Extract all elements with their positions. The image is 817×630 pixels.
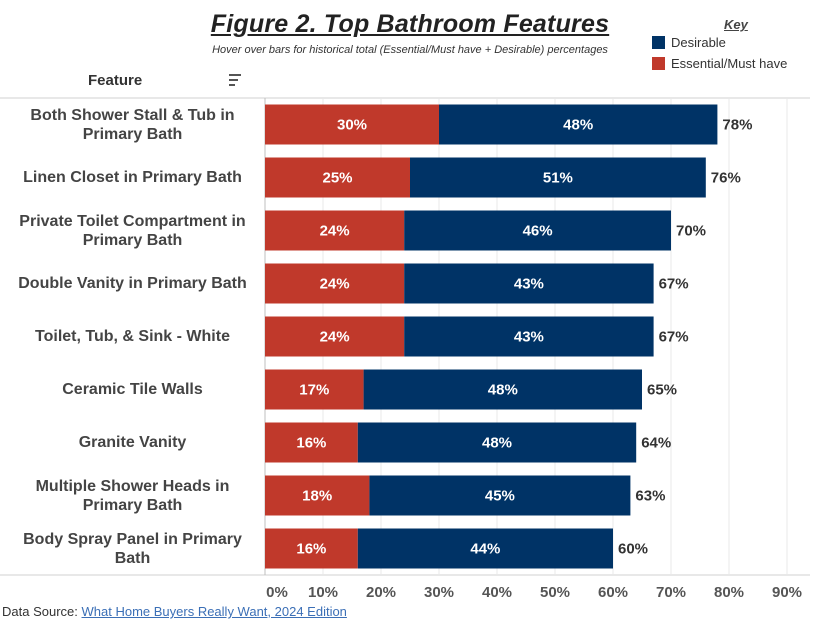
category-label-text: Linen Closet in Primary Bath bbox=[23, 169, 242, 186]
bar-essential[interactable] bbox=[265, 475, 370, 516]
bar-desirable[interactable] bbox=[369, 475, 631, 516]
data-source-prefix: Data Source: bbox=[2, 604, 82, 619]
bar-essential[interactable] bbox=[265, 263, 405, 304]
bar-essential-label: 30% bbox=[337, 117, 367, 134]
category-label: Double Vanity in Primary Bath bbox=[0, 257, 265, 310]
bar-desirable[interactable] bbox=[404, 210, 671, 251]
bar-desirable-label: 48% bbox=[563, 117, 593, 134]
category-label: Both Shower Stall & Tub in Primary Bath bbox=[0, 98, 265, 151]
category-label: Toilet, Tub, & Sink - White bbox=[0, 310, 265, 363]
x-tick-label: 60% bbox=[598, 584, 628, 601]
data-source: Data Source: What Home Buyers Really Wan… bbox=[2, 604, 347, 619]
x-tick-label: 20% bbox=[366, 584, 396, 601]
category-label-text: Ceramic Tile Walls bbox=[62, 381, 203, 398]
sort-icon[interactable] bbox=[229, 74, 243, 88]
category-label-text: Toilet, Tub, & Sink - White bbox=[35, 328, 230, 345]
bar-desirable-label: 43% bbox=[514, 276, 544, 293]
x-axis: 0% 10% 20% 30% 40% 50% 60% 70% 80% 90% bbox=[266, 584, 802, 601]
x-tick-label: 40% bbox=[482, 584, 512, 601]
bar-total-label: 76% bbox=[711, 170, 741, 187]
bar-essential-label: 24% bbox=[320, 223, 350, 240]
bar-total-label: 65% bbox=[647, 382, 677, 399]
x-tick-label: 10% bbox=[308, 584, 338, 601]
bar-desirable-label: 46% bbox=[523, 223, 553, 240]
legend-label-desirable: Desirable bbox=[671, 35, 726, 50]
bar-essential[interactable] bbox=[265, 316, 405, 357]
category-label: Granite Vanity bbox=[0, 416, 265, 469]
bar-essential-label: 18% bbox=[302, 488, 332, 505]
chart-title: Figure 2. Top Bathroom Features bbox=[210, 10, 610, 38]
bar-essential[interactable] bbox=[265, 369, 364, 410]
bar-desirable[interactable] bbox=[363, 369, 642, 410]
bar-desirable-label: 43% bbox=[514, 329, 544, 346]
legend-title: Key bbox=[724, 17, 748, 32]
bar-essential-label: 16% bbox=[296, 541, 326, 558]
bar-total-label: 67% bbox=[659, 329, 689, 346]
bar-desirable[interactable] bbox=[404, 263, 654, 304]
category-label: Multiple Shower Heads in Primary Bath bbox=[0, 469, 265, 522]
x-tick-label: 90% bbox=[772, 584, 802, 601]
category-label: Private Toilet Compartment in Primary Ba… bbox=[0, 204, 265, 257]
bars: 30% 48% 78% 25% 51% 76% 24% 46% 70% 24% 43% 67% 24% 4… bbox=[265, 104, 752, 569]
bar-essential-label: 16% bbox=[296, 435, 326, 452]
bar-essential-label: 25% bbox=[322, 170, 352, 187]
category-label-text: Multiple Shower Heads in Primary Bath bbox=[35, 477, 230, 514]
category-label-text: Both Shower Stall & Tub in Primary Bath bbox=[30, 106, 235, 143]
bar-desirable[interactable] bbox=[410, 157, 706, 198]
feature-column-header: Feature bbox=[88, 72, 143, 89]
bar-desirable[interactable] bbox=[439, 104, 718, 145]
bar-total-label: 63% bbox=[635, 488, 665, 505]
bar-desirable-label: 48% bbox=[482, 435, 512, 452]
bar-desirable-label: 51% bbox=[543, 170, 573, 187]
x-tick-label: 50% bbox=[540, 584, 570, 601]
legend-label-essential: Essential/Must have bbox=[671, 56, 788, 71]
legend-item-desirable: Desirable bbox=[652, 35, 726, 50]
x-tick-label: 0% bbox=[266, 584, 288, 601]
category-label-text: Granite Vanity bbox=[78, 434, 187, 451]
bar-essential[interactable] bbox=[265, 157, 410, 198]
bar-desirable-label: 44% bbox=[470, 541, 500, 558]
bar-total-label: 78% bbox=[722, 117, 752, 134]
bar-total-label: 67% bbox=[659, 276, 689, 293]
legend-item-essential: Essential/Must have bbox=[652, 56, 787, 71]
x-tick-label: 70% bbox=[656, 584, 686, 601]
category-label-text: Body Spray Panel in Primary Bath bbox=[23, 530, 242, 567]
chart-subtitle: Hover over bars for historical total (Es… bbox=[212, 44, 608, 56]
bar-desirable-label: 48% bbox=[488, 382, 518, 399]
bar-essential-label: 24% bbox=[320, 276, 350, 293]
bar-essential-label: 24% bbox=[320, 329, 350, 346]
category-label: Linen Closet in Primary Bath bbox=[0, 151, 265, 204]
bar-desirable[interactable] bbox=[357, 422, 637, 463]
bar-desirable[interactable] bbox=[357, 528, 613, 569]
bar-total-label: 64% bbox=[641, 435, 671, 452]
bar-desirable[interactable] bbox=[404, 316, 654, 357]
category-label: Ceramic Tile Walls bbox=[0, 363, 265, 416]
category-label-text: Private Toilet Compartment in Primary Ba… bbox=[19, 212, 246, 249]
legend-swatch-desirable bbox=[652, 36, 665, 49]
bar-total-label: 70% bbox=[676, 223, 706, 240]
bar-essential[interactable] bbox=[265, 210, 405, 251]
bar-essential-label: 17% bbox=[299, 382, 329, 399]
data-source-link[interactable]: What Home Buyers Really Want, 2024 Editi… bbox=[81, 604, 347, 619]
bar-essential[interactable] bbox=[265, 528, 358, 569]
x-tick-label: 80% bbox=[714, 584, 744, 601]
bar-essential[interactable] bbox=[265, 104, 439, 145]
x-tick-label: 30% bbox=[424, 584, 454, 601]
category-label-text: Double Vanity in Primary Bath bbox=[18, 275, 247, 292]
bar-essential[interactable] bbox=[265, 422, 358, 463]
legend-swatch-essential bbox=[652, 57, 665, 70]
bar-desirable-label: 45% bbox=[485, 488, 515, 505]
bar-total-label: 60% bbox=[618, 541, 648, 558]
category-label: Body Spray Panel in Primary Bath bbox=[0, 522, 265, 575]
